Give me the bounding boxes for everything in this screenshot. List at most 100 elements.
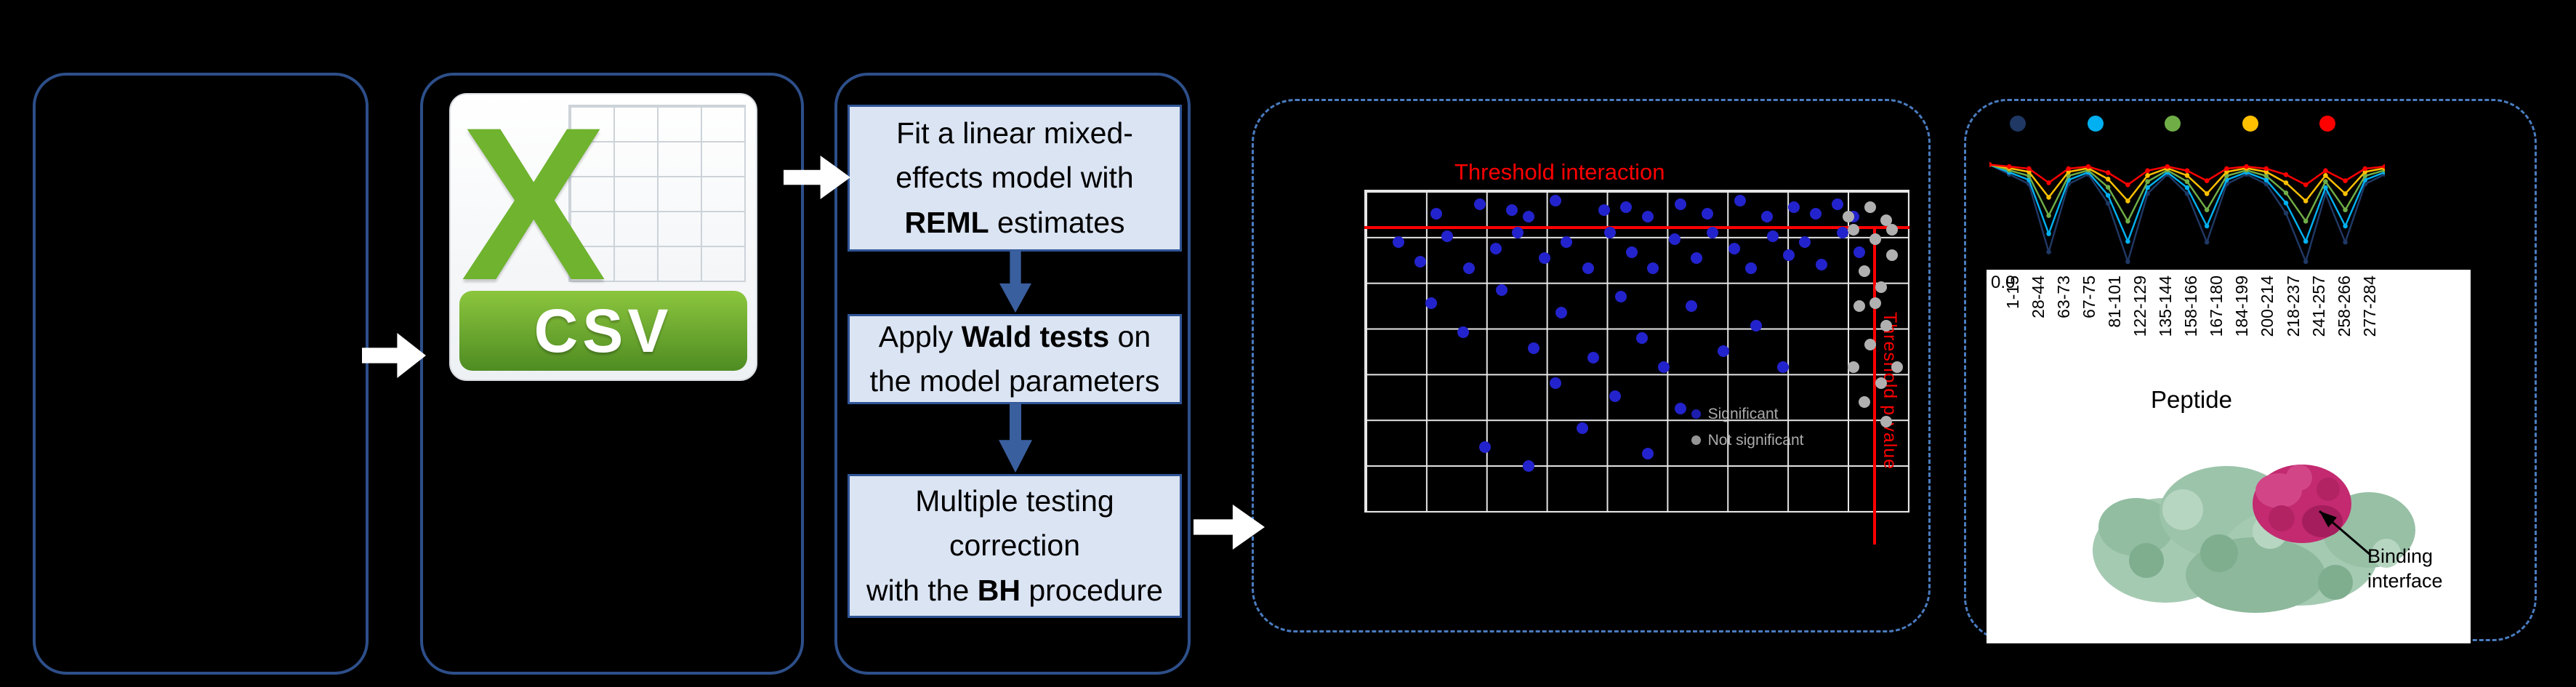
uptake-series-marker <box>2224 173 2229 179</box>
nonsignificant-point <box>1891 361 1904 373</box>
step-fit-model-text: Fit a linear mixed- effects model with R… <box>895 116 1134 239</box>
significant-point <box>1479 441 1492 453</box>
uptake-series-marker <box>2263 173 2269 179</box>
significant-point <box>1550 195 1562 207</box>
uptake-series-marker <box>2145 185 2150 190</box>
uptake-series-marker <box>2204 207 2210 213</box>
significant-point <box>1691 252 1703 265</box>
significant-point <box>1669 233 1681 245</box>
panel-peptide-mapping: 0.0 1-15 28-44 63-73 67-75 81-101 122-129 135-… <box>1964 99 2537 643</box>
uptake-series-marker <box>2145 179 2150 185</box>
uptake-series-marker <box>2362 166 2368 172</box>
peptide-tick-label: 67-75 <box>2080 276 2099 318</box>
significant-point <box>1603 227 1616 239</box>
threshold-pvalue-line <box>1873 226 1876 545</box>
significant-point <box>1425 297 1437 309</box>
uptake-series-marker <box>2323 168 2328 174</box>
uptake-series-marker <box>2085 164 2091 169</box>
significant-point <box>1577 422 1589 434</box>
uptake-series-marker <box>2283 210 2289 216</box>
peptide-tick-label: 277-284 <box>2359 276 2379 337</box>
significant-point <box>1490 243 1502 255</box>
step-wald-tests-text: Apply Wald tests on the model parameters <box>869 319 1160 398</box>
uptake-series-marker <box>2046 231 2051 236</box>
threshold-interaction-label: Threshold interaction <box>1454 159 1665 185</box>
significant-point <box>1598 204 1611 217</box>
timepoint-dot-icon <box>2165 116 2181 132</box>
uptake-series-marker <box>2263 166 2269 172</box>
uptake-series-marker <box>2263 181 2269 187</box>
step-fit-model: Fit a linear mixed- effects model with R… <box>848 105 1182 252</box>
scatter-plot: Significant Not significant <box>1364 190 1909 545</box>
uptake-series-marker <box>2046 195 2051 200</box>
uptake-series-marker <box>2343 239 2348 245</box>
significant-point <box>1750 319 1763 332</box>
uptake-series-line <box>1989 164 2385 263</box>
significant-point <box>1728 243 1741 255</box>
y-axis-tick-label: 0.0 <box>1991 273 2016 292</box>
uptake-series-marker <box>2145 173 2150 178</box>
significant-point <box>1511 227 1524 239</box>
significant-point <box>1609 390 1622 402</box>
panel-statistical-modeling: Fit a linear mixed- effects model with R… <box>834 73 1191 675</box>
uptake-series-marker <box>2046 180 2051 185</box>
step-bh-correction-text: Multiple testing correction with the BH … <box>866 483 1163 607</box>
nonsignificant-point <box>1848 361 1860 373</box>
nonsignificant-point <box>1859 396 1871 409</box>
step-bh-correction: Multiple testing correction with the BH … <box>848 474 1182 618</box>
uptake-series-marker <box>2343 191 2348 196</box>
uptake-series-marker <box>2184 168 2190 174</box>
panel-csv-data: X CSV <box>420 73 804 675</box>
uptake-series-marker <box>2343 178 2348 183</box>
threshold-interaction-line <box>1364 226 1909 229</box>
significant-point <box>1555 307 1567 319</box>
nonsignificant-point <box>1875 377 1887 389</box>
nonsignificant-point <box>1880 319 1893 332</box>
down-arrow-icon <box>999 403 1032 473</box>
uptake-series-marker <box>2283 190 2289 196</box>
nonsignificant-point <box>1864 339 1876 351</box>
arrow-right-icon <box>784 156 850 199</box>
uptake-series-marker <box>2303 182 2309 188</box>
uptake-series-marker <box>2105 185 2111 190</box>
significant-point <box>1457 326 1470 338</box>
significant-point <box>1799 236 1811 249</box>
uptake-series-marker <box>2066 166 2072 172</box>
peptide-tick-label: 81-101 <box>2105 276 2125 328</box>
uptake-series-marker <box>2244 164 2249 169</box>
peptide-tick-label: 63-73 <box>2054 276 2074 318</box>
panel-experiment <box>33 73 369 675</box>
down-arrow-icon <box>999 250 1031 313</box>
uptake-series-marker <box>2125 259 2130 265</box>
significant-point <box>1522 211 1534 223</box>
uptake-series-marker <box>2263 177 2269 182</box>
uptake-series-marker <box>2204 178 2210 183</box>
nonsignificant-point <box>1853 300 1865 313</box>
uptake-series-marker <box>2145 168 2150 174</box>
uptake-series-marker <box>2125 198 2130 204</box>
panel-threshold-results: Threshold interaction Significant Not sig… <box>1252 99 1931 632</box>
uptake-series-marker <box>2046 249 2051 254</box>
significant-point <box>1392 236 1404 249</box>
peptide-tick-row: 1-15 28-44 63-73 67-75 81-101 122-129 135-144 1… <box>2003 276 2379 381</box>
significant-point <box>1441 230 1453 242</box>
legend-label: Significant <box>1707 405 1779 422</box>
scatter-legend: Significant Not significant <box>1691 406 1804 449</box>
uptake-series-marker <box>2303 198 2309 204</box>
uptake-series-marker <box>2125 218 2130 224</box>
timepoint-legend <box>2010 116 2335 132</box>
peptide-tick-label: 184-199 <box>2232 276 2252 337</box>
uptake-series-marker <box>2362 173 2368 179</box>
peptide-tick-label: 1-15 <box>2003 276 2022 310</box>
nonsignificant-point <box>1864 201 1876 213</box>
legend-entry: Not significant <box>1691 432 1804 449</box>
significant-point <box>1777 361 1790 373</box>
timepoint-dot-icon <box>2319 116 2335 132</box>
legend-label: Not significant <box>1707 431 1804 449</box>
significant-point <box>1766 230 1779 242</box>
nonsignificant-point <box>1885 249 1898 261</box>
significant-point <box>1550 377 1562 389</box>
uptake-series-marker <box>2006 164 2012 169</box>
significant-point <box>1462 262 1475 274</box>
arrow-right-icon <box>362 333 426 378</box>
